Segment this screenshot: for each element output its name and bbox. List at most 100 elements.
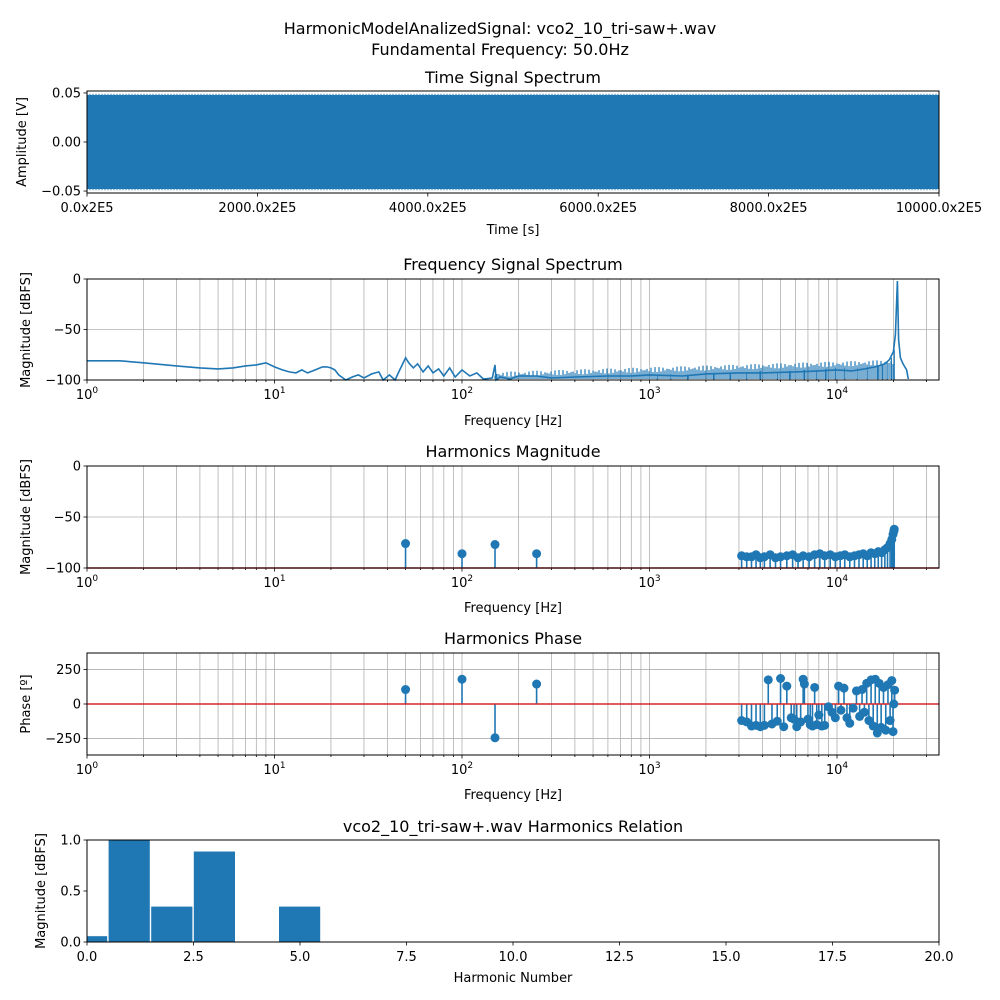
harm-mag-y-axis-label: Magnitude [dBFS] xyxy=(19,459,34,575)
harm-phase-x-tick-label: 102 xyxy=(451,761,473,778)
harm-phase-stem-marker xyxy=(457,674,467,684)
relation-bar xyxy=(193,850,236,943)
time-x-axis-label: Time [s] xyxy=(486,223,540,238)
relation-x-tick-label: 12.5 xyxy=(605,950,634,965)
time-x-tick-label: 10000.0x2E5 xyxy=(896,201,982,216)
harm-mag-stem-marker xyxy=(889,524,899,534)
relation-x-tick-label: 5.0 xyxy=(290,950,311,965)
figure-suptitle-line2: Fundamental Frequency: 50.0Hz xyxy=(371,40,629,59)
harm-mag-panel-title: Harmonics Magnitude xyxy=(425,442,600,461)
spectrum-y-tick-label: −100 xyxy=(45,374,81,389)
relation-y-tick-label: 1.0 xyxy=(60,834,81,849)
time-waveform-area xyxy=(87,94,939,190)
relation-x-axis-label: Harmonic Number xyxy=(454,971,573,986)
harm-phase-stem-marker xyxy=(532,679,542,689)
frequency-spectrum-panel: Frequency Signal Spectrum Frequency [Hz]… xyxy=(19,255,940,429)
harm-phase-x-tick-label: 104 xyxy=(826,761,849,778)
relation-x-tick-label: 20.0 xyxy=(925,950,954,965)
time-y-axis-label: Amplitude [V] xyxy=(15,97,30,187)
harm-phase-y-tick-label: −250 xyxy=(45,732,81,747)
harm-phase-x-tick-label: 103 xyxy=(638,761,660,778)
harm-phase-stem-marker xyxy=(772,716,782,726)
harm-phase-stem-marker xyxy=(881,725,891,735)
time-y-tick-label: −0.05 xyxy=(41,185,81,200)
time-plot-frame xyxy=(86,90,940,194)
spectrum-y-tick-label: −50 xyxy=(54,323,81,338)
harm-phase-stem-marker xyxy=(845,718,855,728)
harm-mag-plot-frame xyxy=(86,465,940,569)
harm-mag-x-tick-label: 103 xyxy=(638,574,660,591)
harm-phase-y-axis-label: Phase [º] xyxy=(19,674,34,733)
figure-suptitle-line1: HarmonicModelAnalizedSignal: vco2_10_tri… xyxy=(284,19,716,39)
spectrum-x-tick-label: 101 xyxy=(263,386,285,403)
time-x-tick-label: 6000.0x2E5 xyxy=(559,201,637,216)
harm-phase-y-tick-label: 250 xyxy=(56,663,81,678)
harm-mag-y-tick-label: −100 xyxy=(45,562,81,577)
spectrum-panel-title: Frequency Signal Spectrum xyxy=(403,255,623,274)
harm-phase-stem-marker xyxy=(776,674,786,683)
harm-phase-stem-marker xyxy=(859,707,869,717)
spectrum-plot-frame xyxy=(86,278,940,381)
harm-phase-panel-title: Harmonics Phase xyxy=(444,629,582,648)
time-x-tick-label: 4000.0x2E5 xyxy=(389,201,467,216)
harmonics-phase-panel: Harmonics Phase Frequency [Hz] Phase [º]… xyxy=(19,629,940,803)
harm-phase-stem-marker xyxy=(820,720,830,730)
spectrum-x-tick-label: 100 xyxy=(76,386,99,403)
harmonics-magnitude-panel: Harmonics Magnitude Frequency [Hz] Magni… xyxy=(19,442,940,616)
harm-phase-stem-marker xyxy=(401,685,411,695)
harm-phase-x-tick-label: 100 xyxy=(76,761,99,778)
time-y-tick-label: 0.00 xyxy=(52,136,81,151)
harm-phase-stem-marker xyxy=(796,717,806,727)
harm-phase-plot-frame xyxy=(86,652,940,756)
relation-x-tick-label: 17.5 xyxy=(818,950,847,965)
spectrum-x-axis-label: Frequency [Hz] xyxy=(464,414,562,429)
time-x-tick-label: 8000.0x2E5 xyxy=(730,201,808,216)
harm-mag-stem-marker xyxy=(532,549,542,559)
harm-mag-y-tick-label: −50 xyxy=(54,511,81,526)
harmonics-relation-panel: vco2_10_tri-saw+.wav Harmonics Relation … xyxy=(34,817,953,986)
relation-y-tick-label: 0.0 xyxy=(60,936,81,951)
time-signal-panel: Time Signal Spectrum Time [s] Amplitude … xyxy=(15,68,982,238)
harm-phase-stem-marker xyxy=(759,720,769,730)
harm-phase-stem-marker xyxy=(830,713,840,723)
relation-y-axis-label: Magnitude [dBFS] xyxy=(34,833,49,949)
relation-x-tick-label: 0.0 xyxy=(77,950,98,965)
time-y-tick-label: 0.05 xyxy=(52,86,81,101)
spectrum-x-tick-label: 102 xyxy=(451,386,473,403)
harm-mag-stem-marker xyxy=(457,549,467,559)
harm-phase-stem-marker xyxy=(887,676,897,686)
relation-x-tick-label: 7.5 xyxy=(396,950,417,965)
harm-phase-stem-marker xyxy=(782,681,792,691)
harm-phase-stem-marker xyxy=(779,722,789,732)
time-panel-title: Time Signal Spectrum xyxy=(424,68,601,87)
harm-phase-stem-marker xyxy=(490,733,500,743)
time-x-tick-label: 2000.0x2E5 xyxy=(218,201,296,216)
relation-bar xyxy=(278,905,321,943)
harm-phase-stem-marker xyxy=(839,683,849,693)
harm-mag-x-tick-label: 102 xyxy=(451,574,473,591)
harm-phase-y-tick-label: 0 xyxy=(73,698,81,713)
spectrum-y-axis-label: Magnitude [dBFS] xyxy=(19,272,34,388)
harm-phase-x-axis-label: Frequency [Hz] xyxy=(464,788,562,803)
relation-x-tick-label: 2.5 xyxy=(183,950,204,965)
harm-mag-x-tick-label: 104 xyxy=(826,574,849,591)
harm-phase-stem-marker xyxy=(868,721,878,731)
harm-phase-stem-marker xyxy=(814,710,824,720)
relation-x-tick-label: 15.0 xyxy=(712,950,741,965)
spectrum-x-tick-label: 103 xyxy=(638,386,660,403)
harm-phase-x-tick-label: 101 xyxy=(263,761,285,778)
harm-phase-stem-marker xyxy=(836,705,846,715)
relation-bar xyxy=(86,935,108,943)
harm-phase-stem-marker xyxy=(857,685,867,695)
harm-mag-x-tick-label: 100 xyxy=(76,574,99,591)
harm-mag-x-axis-label: Frequency [Hz] xyxy=(464,601,562,616)
harm-phase-stem-marker xyxy=(885,716,895,726)
harm-phase-stem-marker xyxy=(799,679,809,689)
relation-bar xyxy=(108,839,151,943)
relation-panel-title: vco2_10_tri-saw+.wav Harmonics Relation xyxy=(343,817,683,837)
harm-phase-stem-marker xyxy=(763,675,773,685)
harm-mag-stem-marker xyxy=(401,539,411,549)
relation-plot-frame xyxy=(86,839,940,943)
harm-mag-stem-marker xyxy=(490,540,500,550)
